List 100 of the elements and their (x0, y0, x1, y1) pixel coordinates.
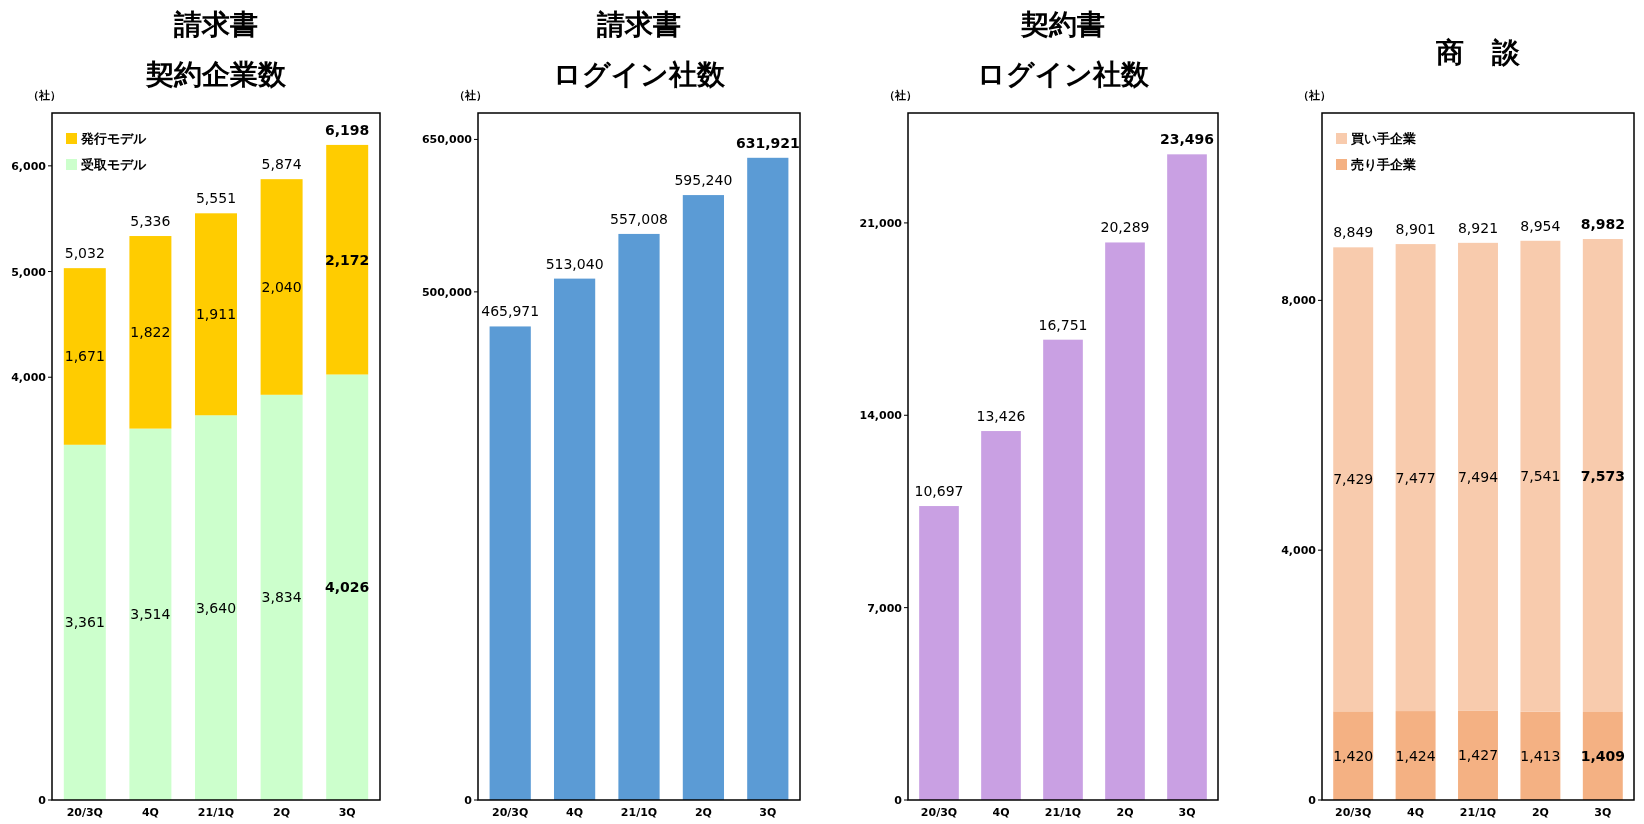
data-label: 1,424 (1395, 747, 1436, 764)
x-tick-label: 20/3Q (66, 806, 103, 819)
y-tick-label: 8,000 (1281, 294, 1317, 308)
data-label: 1,822 (130, 324, 171, 341)
bar (260, 394, 303, 800)
data-label: 2,172 (325, 251, 370, 268)
bar (981, 431, 1021, 800)
x-tick-label: 2Q (273, 806, 291, 819)
x-tick-label: 20/3Q (492, 806, 529, 819)
bar (63, 444, 106, 800)
data-label: 4,026 (325, 579, 370, 596)
data-label: 513,040 (545, 255, 604, 272)
x-tick-label: 20/3Q (1335, 806, 1372, 819)
x-tick-label: 21/1Q (620, 806, 658, 819)
bar (63, 268, 106, 445)
bar (1582, 239, 1623, 712)
data-label: 20,289 (1100, 219, 1150, 236)
chart-subtitle: ログイン社数 (553, 58, 726, 91)
y-tick-label: 5,000 (11, 265, 47, 279)
data-label: 595,240 (674, 172, 733, 189)
x-tick-label: 2Q (694, 806, 712, 819)
total-label: 8,954 (1520, 217, 1561, 234)
y-tick-label: 4,000 (1281, 544, 1317, 558)
bar (1167, 154, 1207, 800)
data-label: 1,671 (64, 348, 105, 365)
data-label: 3,361 (64, 614, 105, 631)
bar (129, 428, 172, 800)
y-tick-label: 4,000 (11, 371, 47, 385)
y-axis-title: （社） (1297, 89, 1331, 102)
y-tick-label: 650,000 (421, 133, 473, 147)
x-tick-label: 21/1Q (1044, 806, 1082, 819)
chart-title: 請求書 (173, 8, 258, 41)
x-tick-label: 3Q (1178, 806, 1196, 819)
bar (1333, 711, 1374, 800)
data-label: 3,640 (195, 599, 237, 616)
chart-title: 契約書 (1020, 8, 1105, 41)
data-label: 1,420 (1333, 747, 1374, 764)
y-tick-label: 500,000 (421, 285, 473, 299)
data-label: 7,573 (1580, 467, 1625, 484)
x-tick-label: 2Q (1116, 806, 1134, 819)
total-label: 5,551 (195, 190, 237, 207)
total-label: 5,336 (130, 213, 171, 230)
chart-subtitle: ログイン社数 (977, 58, 1150, 91)
x-tick-label: 20/3Q (920, 806, 958, 819)
bar (1458, 242, 1498, 711)
bar (747, 157, 789, 800)
total-label: 8,921 (1457, 219, 1499, 236)
x-tick-label: 2Q (1531, 806, 1549, 819)
x-tick-label: 4Q (992, 806, 1010, 819)
total-label: 5,874 (261, 156, 302, 173)
bar (1333, 247, 1374, 712)
bar (326, 374, 369, 800)
data-label: 10,697 (914, 483, 964, 500)
data-label: 465,971 (481, 303, 540, 320)
x-tick-label: 3Q (1594, 806, 1612, 819)
data-label: 1,427 (1457, 747, 1499, 764)
y-tick-label: 0 (464, 794, 473, 807)
data-label: 1,409 (1580, 748, 1625, 764)
x-tick-label: 21/1Q (197, 806, 235, 819)
total-label: 5,032 (64, 245, 105, 262)
bar (129, 236, 172, 429)
total-label: 8,901 (1395, 221, 1436, 238)
bar (1458, 710, 1498, 800)
bar (919, 506, 959, 800)
bar (682, 195, 725, 800)
data-label: 23,496 (1159, 131, 1215, 148)
legend-label: 買い手企業 (1350, 131, 1416, 146)
chart-title: 請求書 (596, 8, 681, 41)
bar (1582, 712, 1623, 800)
data-label: 1,413 (1520, 747, 1561, 764)
x-tick-label: 21/1Q (1459, 806, 1497, 819)
chart-subtitle: 契約企業数 (145, 58, 287, 91)
data-label: 7,494 (1457, 468, 1499, 485)
bar (1395, 711, 1436, 800)
data-label: 16,751 (1038, 316, 1088, 333)
y-tick-label: 21,000 (859, 216, 903, 230)
y-tick-label: 6,000 (11, 159, 47, 173)
y-axis-title: （社） (27, 89, 61, 102)
y-tick-label: 0 (38, 794, 47, 807)
bar (195, 415, 237, 800)
chart-title: 商 談 (1435, 36, 1521, 69)
data-label: 13,426 (976, 408, 1026, 425)
bar (1520, 711, 1561, 800)
data-label: 7,541 (1520, 468, 1561, 485)
x-tick-label: 4Q (141, 806, 159, 819)
data-label: 3,514 (130, 606, 171, 623)
total-label: 6,198 (325, 121, 370, 138)
x-tick-label: 3Q (759, 806, 777, 819)
bar (1395, 244, 1436, 712)
data-label: 1,911 (195, 306, 237, 323)
data-label: 3,834 (261, 589, 302, 606)
legend-label: 受取モデル (80, 157, 147, 172)
data-label: 631,921 (735, 134, 800, 151)
data-label: 557,008 (610, 210, 668, 227)
bar (489, 326, 531, 800)
y-tick-label: 14,000 (859, 409, 903, 423)
bar (618, 233, 660, 800)
bar (326, 144, 369, 375)
legend-label: 発行モデル (80, 131, 147, 146)
x-tick-label: 4Q (1407, 806, 1425, 819)
